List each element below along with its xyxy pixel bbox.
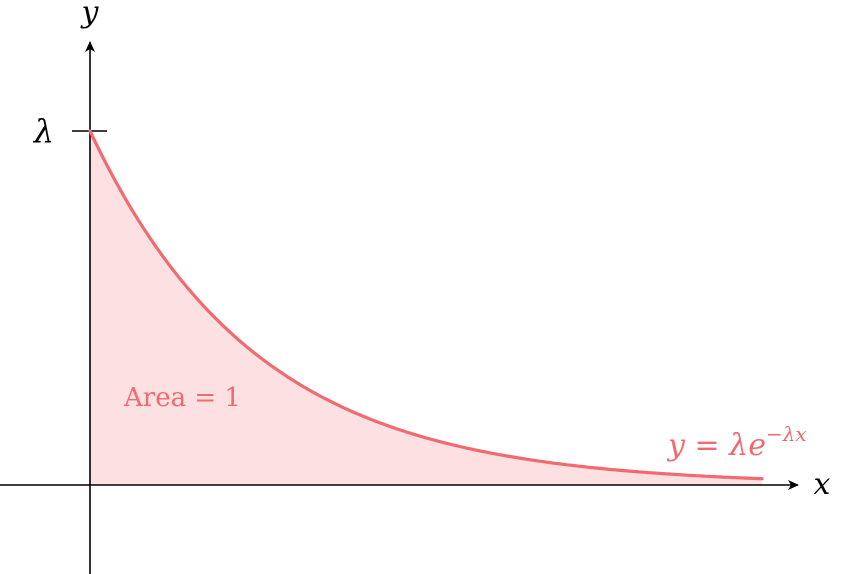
density-curve <box>88 129 764 481</box>
curve-equation-label: y = λe−λx <box>666 422 807 463</box>
equation-base: e <box>748 428 766 463</box>
equation-lambda: λ <box>728 428 748 463</box>
x-axis-label: x <box>814 467 831 502</box>
y-axis-label: y <box>80 0 100 30</box>
area-label: Area = 1 <box>123 383 241 413</box>
equation-exponent: −λx <box>766 422 807 446</box>
equation-equals: = <box>685 428 729 463</box>
y-tick-label-lambda: λ <box>32 112 54 150</box>
area-under-curve <box>90 131 762 485</box>
equation-lhs: y <box>666 428 686 463</box>
